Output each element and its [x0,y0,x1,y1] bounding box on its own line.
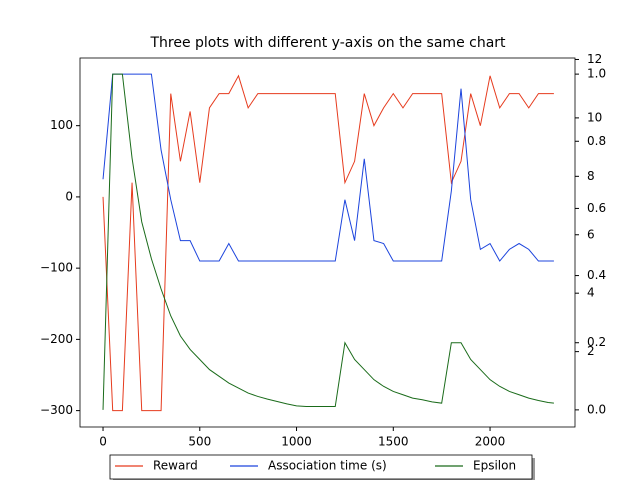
y3-tick-label: 0.8 [587,134,606,148]
y-tick-label: −300 [40,403,73,417]
y-tick-label: −100 [40,261,73,275]
y3-tick-label: 0.6 [587,201,606,215]
y3-tick-label: 1.0 [587,67,606,81]
x-tick-label: 1500 [378,435,409,449]
chart-title: Three plots with different y-axis on the… [149,35,506,51]
x-tick-label: 1000 [281,435,312,449]
y3-tick-label: 0.4 [587,268,606,282]
y-tick-label: −200 [40,332,73,346]
y-tick-label: 0 [65,189,73,203]
y2-tick-label: 10 [587,110,602,124]
y-tick-label: 100 [50,118,73,132]
y2-tick-label: 12 [587,52,602,66]
series-line [102,73,554,262]
y3-tick-label: 0.2 [587,335,606,349]
y2-tick-label: 2 [587,344,595,358]
legend-box [109,454,533,480]
legend-label: Reward [153,459,198,473]
x-tick-label: 2000 [475,435,506,449]
y3-tick-label: 0.0 [587,402,606,416]
plot-frame [79,57,576,428]
legend-label: Epsilon [473,459,516,473]
series-line [102,73,554,410]
legend-label: Association time (s) [268,459,387,473]
series-line [102,74,554,412]
y2-tick-label: 6 [587,227,595,241]
x-tick-label: 0 [99,435,107,449]
x-tick-label: 500 [188,435,211,449]
y2-tick-label: 8 [587,169,595,183]
legend: Reward Association time (s) Epsilon [109,454,535,482]
y2-tick-label: 4 [587,286,595,300]
